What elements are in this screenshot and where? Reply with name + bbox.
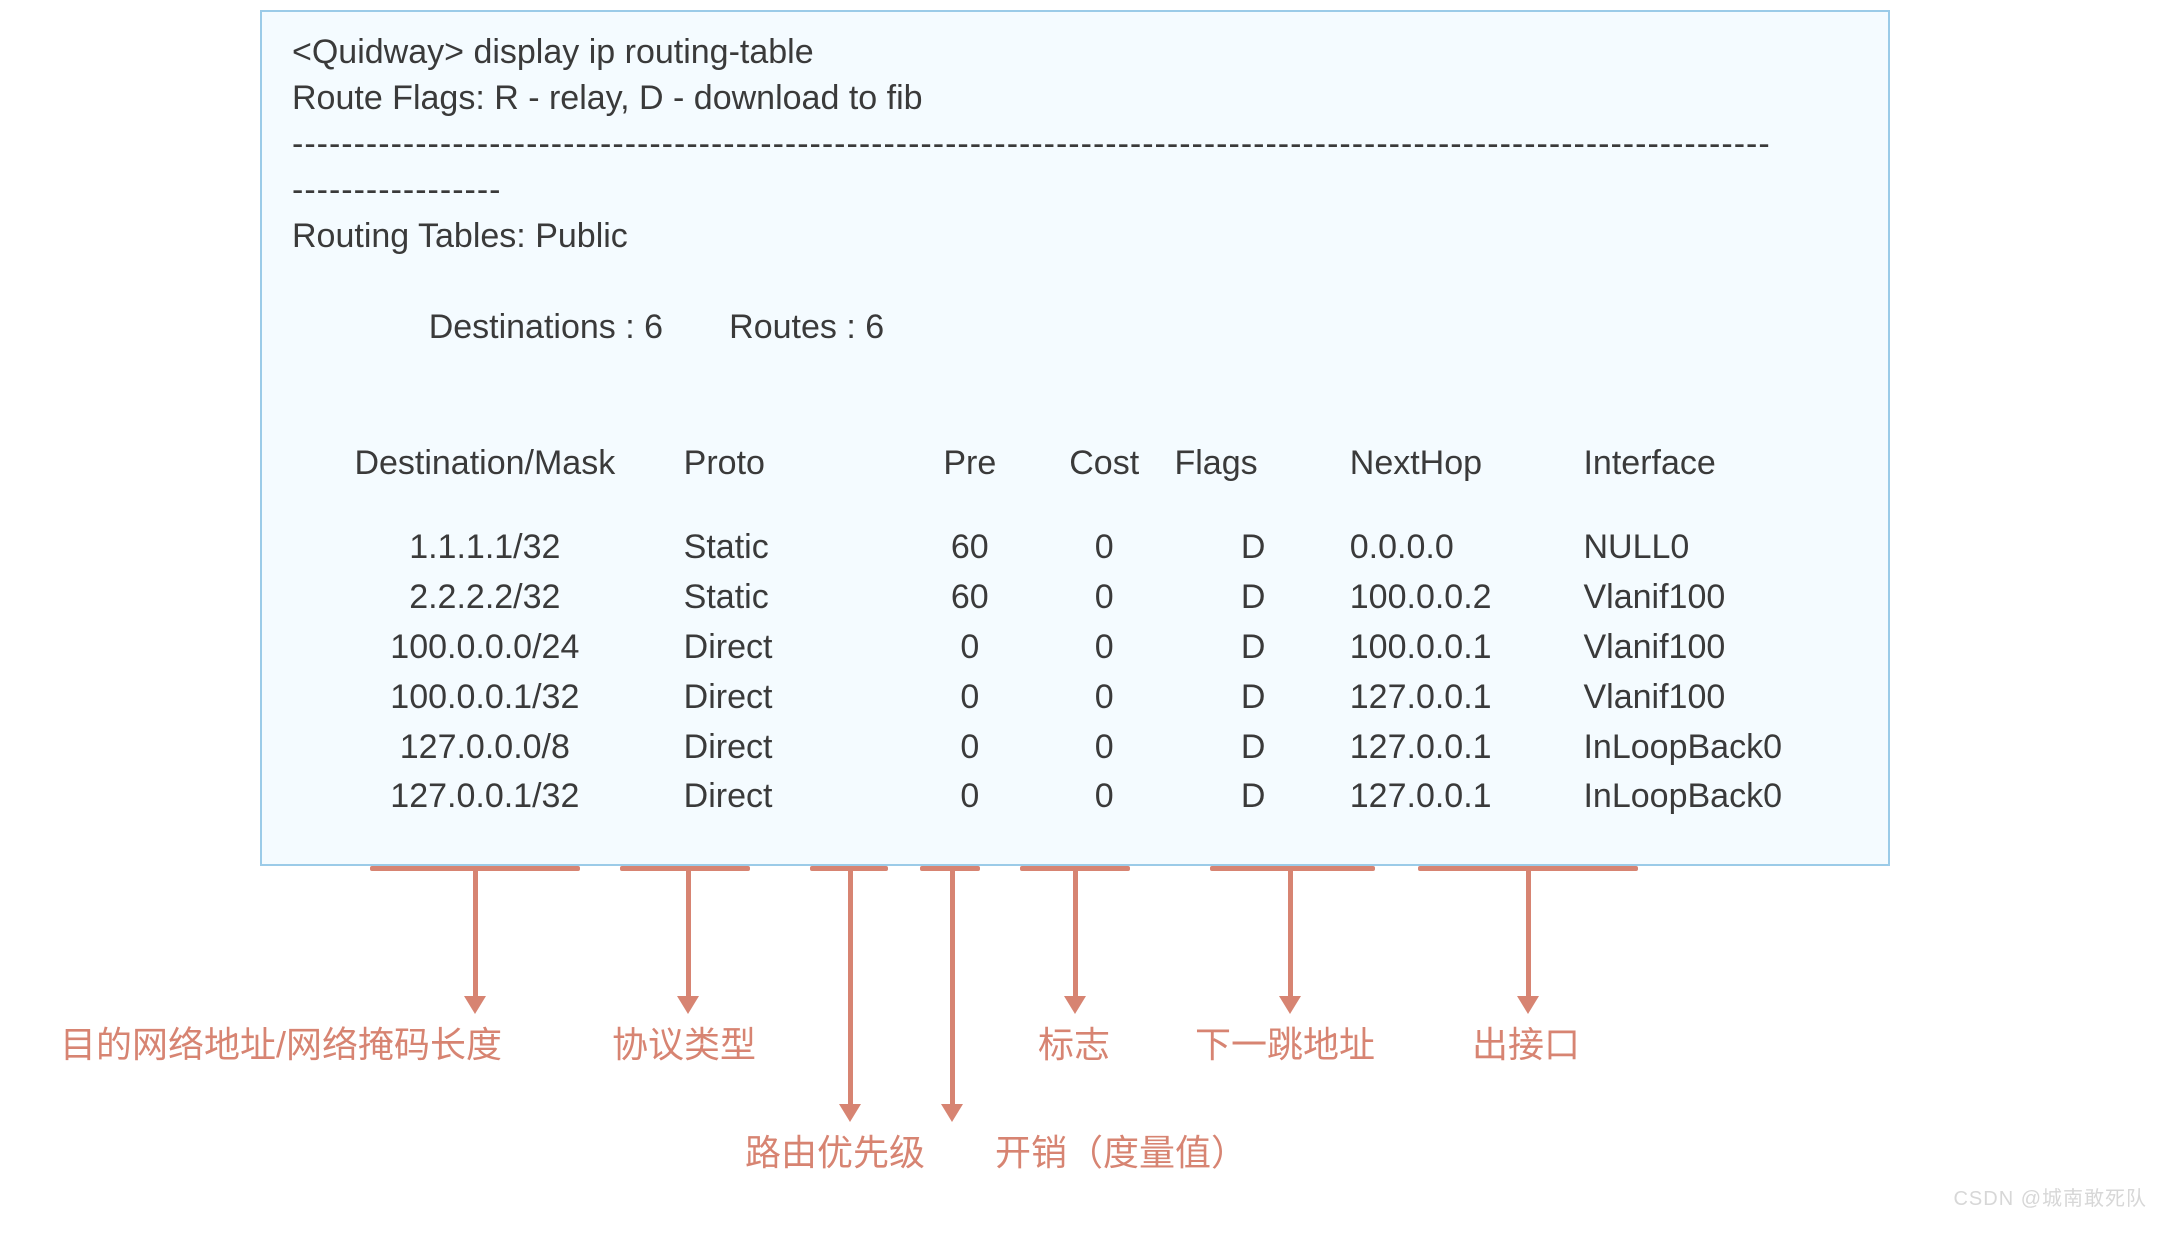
canvas: <Quidway> display ip routing-table Route… xyxy=(0,0,2165,1235)
cell-flags: D xyxy=(1168,573,1343,623)
cell-dest: 100.0.0.0/24 xyxy=(292,623,678,673)
cell-pre: 0 xyxy=(900,723,1040,773)
routing-tables-line: Routing Tables: Public xyxy=(292,214,1858,260)
cell-pre: 0 xyxy=(900,673,1040,723)
cell-proto: Static xyxy=(678,573,900,623)
routes-count: Routes : 6 xyxy=(729,308,884,346)
cell-cost: 0 xyxy=(1040,723,1169,773)
watermark: CSDN @城南敢死队 xyxy=(1953,1182,2147,1211)
arrow-iface xyxy=(1526,866,1531,998)
annotation-cost: 开销（度量值） xyxy=(995,1124,1247,1176)
cell-dest: 100.0.0.1/32 xyxy=(292,673,678,723)
cell-nexthop: 127.0.0.1 xyxy=(1344,723,1578,773)
cell-cost: 0 xyxy=(1040,673,1169,723)
table-row: 100.0.0.1/32Direct00D127.0.0.1Vlanif100 xyxy=(292,673,1858,723)
cell-pre: 60 xyxy=(900,573,1040,623)
cell-proto: Direct xyxy=(678,673,900,723)
cell-cost: 0 xyxy=(1040,772,1169,822)
cell-nexthop: 127.0.0.1 xyxy=(1344,772,1578,822)
annotation-nexthop: 下一跳地址 xyxy=(1195,1016,1375,1068)
counts-line: Destinations : 6 Routes : 6 xyxy=(292,259,1858,397)
cell-nexthop: 100.0.0.2 xyxy=(1344,573,1578,623)
arrow-cost xyxy=(950,866,955,1106)
annotation-proto: 协议类型 xyxy=(612,1016,756,1068)
col-interface: Interface xyxy=(1577,441,1858,523)
cell-proto: Static xyxy=(678,523,900,573)
arrow-dest xyxy=(473,866,478,998)
cell-iface: NULL0 xyxy=(1577,523,1858,573)
command-line: <Quidway> display ip routing-table xyxy=(292,30,1858,76)
cell-iface: InLoopBack0 xyxy=(1577,723,1858,773)
col-proto: Proto xyxy=(678,441,900,523)
arrowhead-iface xyxy=(1517,996,1539,1014)
arrowhead-flags xyxy=(1064,996,1086,1014)
table-header-row: Destination/Mask Proto Pre Cost Flags Ne… xyxy=(292,441,1858,523)
cell-iface: InLoopBack0 xyxy=(1577,772,1858,822)
cell-dest: 127.0.0.0/8 xyxy=(292,723,678,773)
routing-table: Destination/Mask Proto Pre Cost Flags Ne… xyxy=(292,441,1858,822)
cell-iface: Vlanif100 xyxy=(1577,573,1858,623)
annotation-dest: 目的网络地址/网络掩码长度 xyxy=(60,1016,502,1068)
cell-proto: Direct xyxy=(678,723,900,773)
cell-flags: D xyxy=(1168,523,1343,573)
annotation-iface: 出接口 xyxy=(1472,1016,1580,1068)
flags-line: Route Flags: R - relay, D - download to … xyxy=(292,76,1858,122)
cell-flags: D xyxy=(1168,772,1343,822)
cell-iface: Vlanif100 xyxy=(1577,673,1858,723)
cell-nexthop: 0.0.0.0 xyxy=(1344,523,1578,573)
separator-1: ----------------------------------------… xyxy=(292,122,1858,168)
table-row: 2.2.2.2/32Static600D100.0.0.2Vlanif100 xyxy=(292,573,1858,623)
terminal-panel: <Quidway> display ip routing-table Route… xyxy=(260,10,1890,866)
underline-proto xyxy=(620,866,750,871)
cell-proto: Direct xyxy=(678,623,900,673)
cell-dest: 1.1.1.1/32 xyxy=(292,523,678,573)
cell-cost: 0 xyxy=(1040,573,1169,623)
separator-2: ----------------- xyxy=(292,168,1858,214)
cell-pre: 60 xyxy=(900,523,1040,573)
arrow-proto xyxy=(686,866,691,998)
arrowhead-cost xyxy=(941,1104,963,1122)
arrowhead-proto xyxy=(677,996,699,1014)
col-pre: Pre xyxy=(900,441,1040,523)
table-row: 1.1.1.1/32Static600D0.0.0.0NULL0 xyxy=(292,523,1858,573)
col-flags: Flags xyxy=(1168,441,1343,523)
arrow-flags xyxy=(1073,866,1078,998)
cell-flags: D xyxy=(1168,623,1343,673)
arrow-nexthop xyxy=(1288,866,1293,998)
col-cost: Cost xyxy=(1040,441,1169,523)
cell-proto: Direct xyxy=(678,772,900,822)
annotation-pre: 路由优先级 xyxy=(745,1124,925,1176)
cell-dest: 127.0.0.1/32 xyxy=(292,772,678,822)
col-destination: Destination/Mask xyxy=(292,441,678,523)
destinations-count: Destinations : 6 xyxy=(429,308,663,346)
cell-cost: 0 xyxy=(1040,623,1169,673)
col-nexthop: NextHop xyxy=(1344,441,1578,523)
table-row: 100.0.0.0/24Direct00D100.0.0.1Vlanif100 xyxy=(292,623,1858,673)
arrowhead-nexthop xyxy=(1279,996,1301,1014)
cell-nexthop: 127.0.0.1 xyxy=(1344,673,1578,723)
arrow-pre xyxy=(848,866,853,1106)
table-row: 127.0.0.1/32Direct00D127.0.0.1InLoopBack… xyxy=(292,772,1858,822)
cell-flags: D xyxy=(1168,723,1343,773)
cell-nexthop: 100.0.0.1 xyxy=(1344,623,1578,673)
cell-cost: 0 xyxy=(1040,523,1169,573)
arrowhead-dest xyxy=(464,996,486,1014)
cell-iface: Vlanif100 xyxy=(1577,623,1858,673)
table-row: 127.0.0.0/8Direct00D127.0.0.1InLoopBack0 xyxy=(292,723,1858,773)
cell-pre: 0 xyxy=(900,772,1040,822)
arrowhead-pre xyxy=(839,1104,861,1122)
cell-pre: 0 xyxy=(900,623,1040,673)
cell-flags: D xyxy=(1168,673,1343,723)
cell-dest: 2.2.2.2/32 xyxy=(292,573,678,623)
annotation-flags: 标志 xyxy=(1038,1016,1110,1068)
